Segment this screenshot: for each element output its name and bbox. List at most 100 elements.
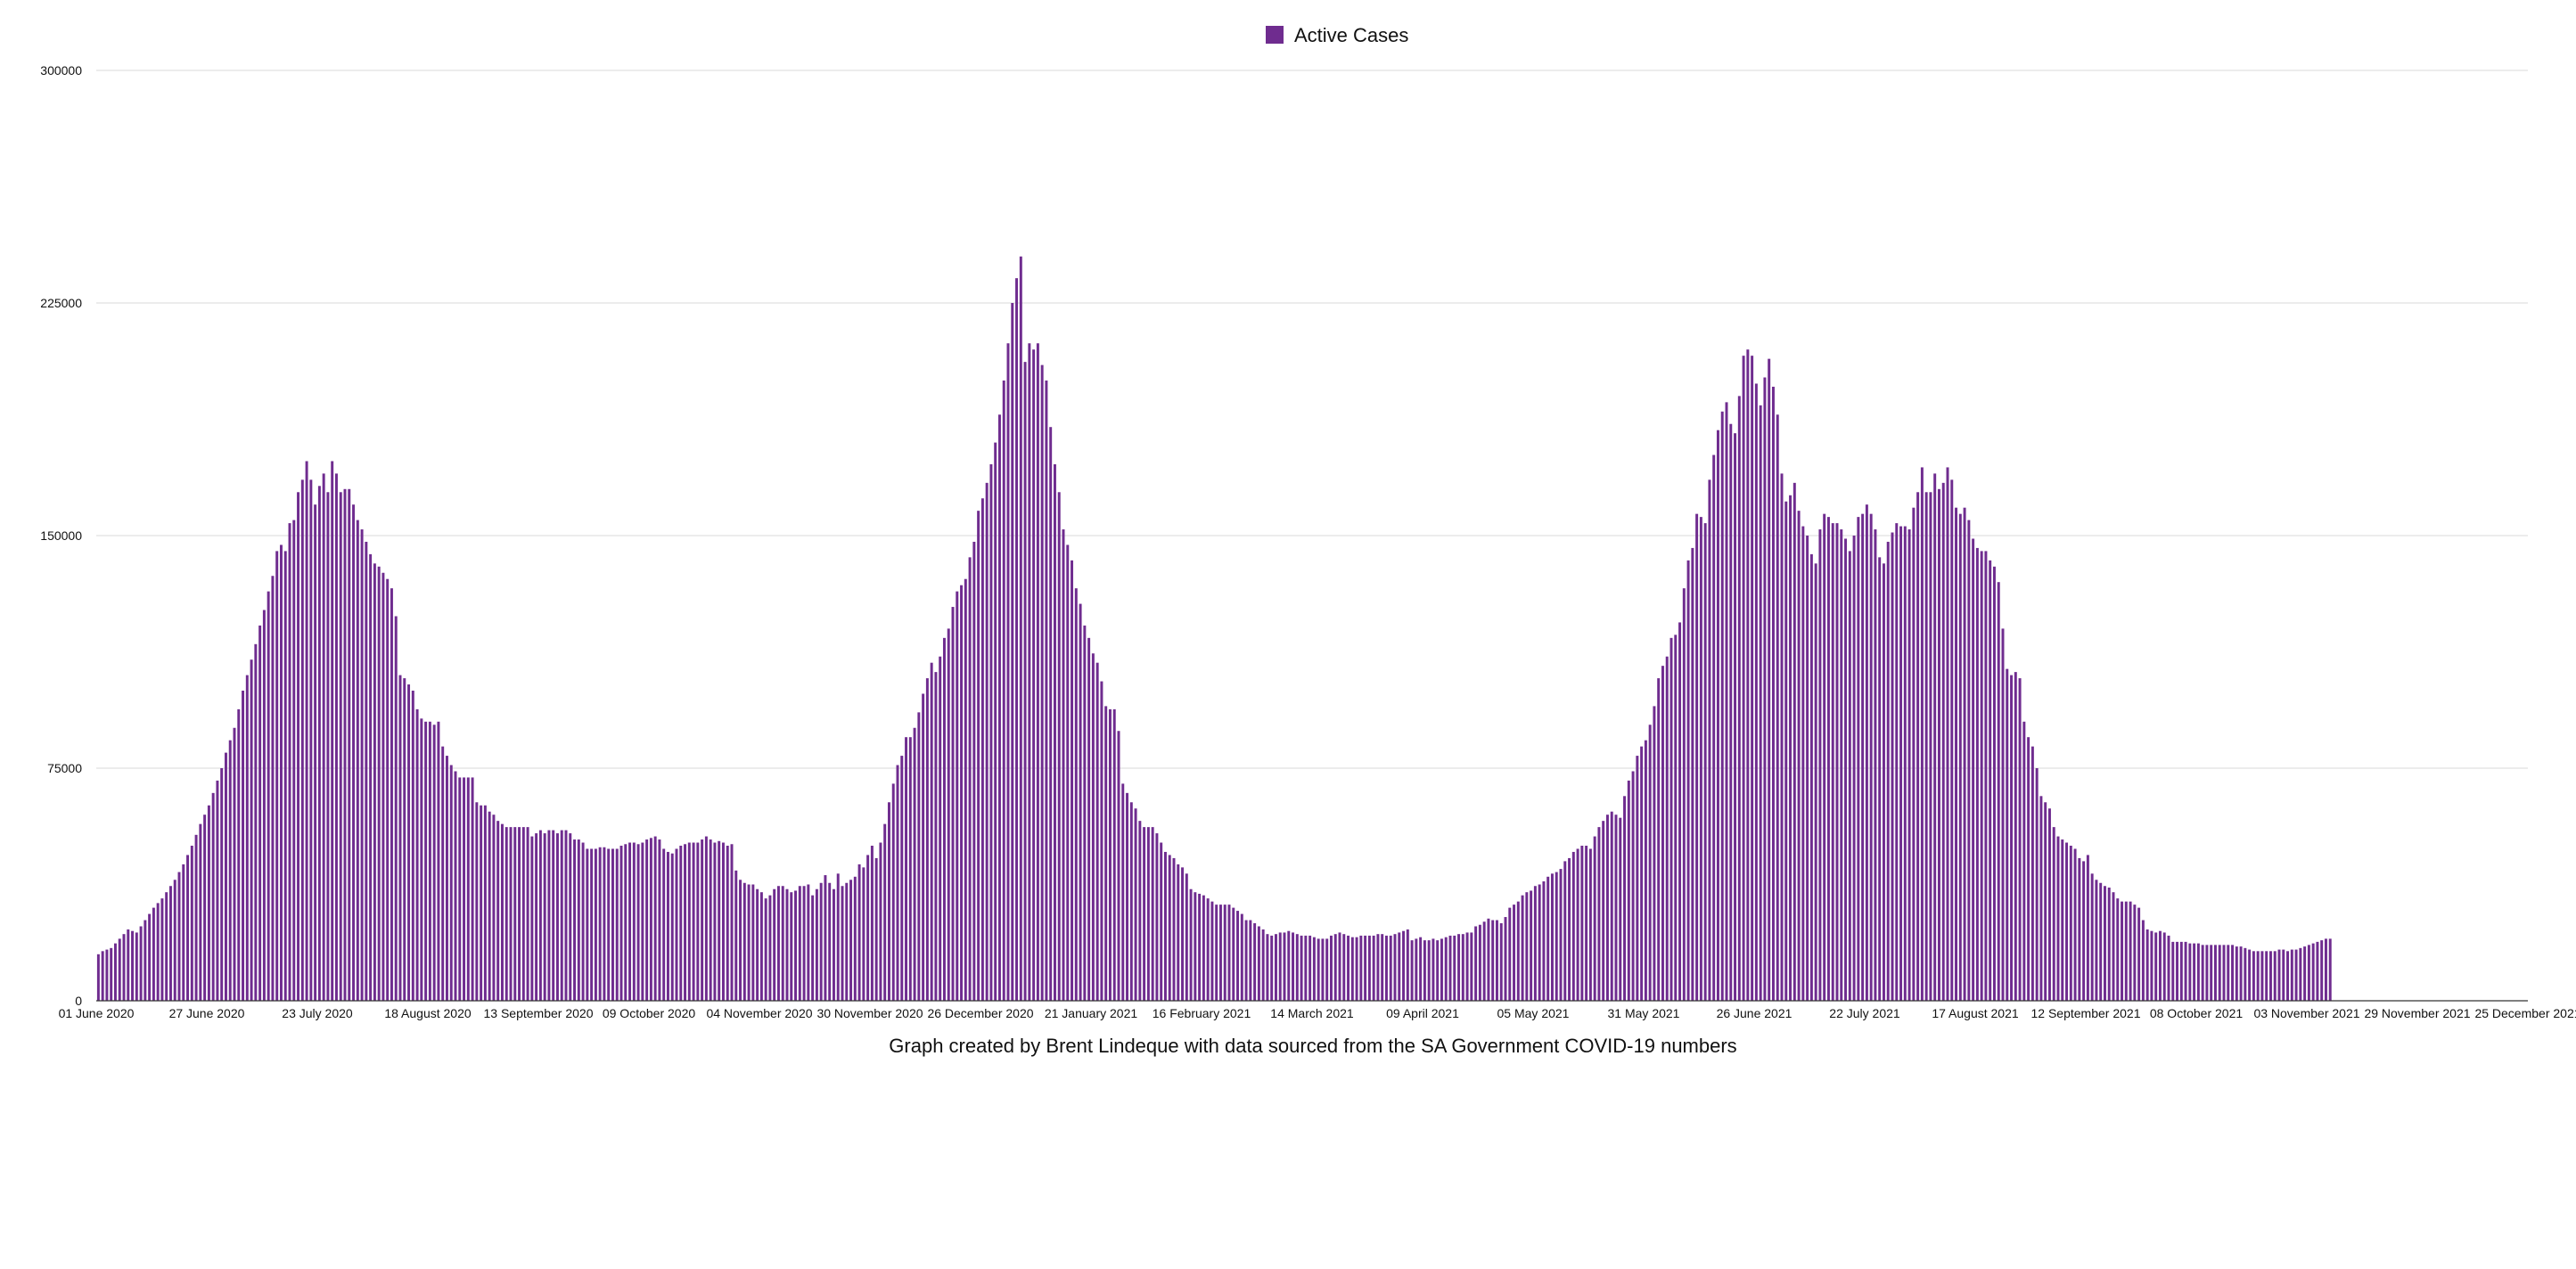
bar bbox=[203, 815, 207, 1001]
bar bbox=[1325, 938, 1329, 1001]
legend-swatch bbox=[1266, 26, 1284, 44]
bar bbox=[365, 541, 368, 1001]
bar bbox=[1686, 560, 1690, 1001]
bar bbox=[1708, 479, 1711, 1001]
bar bbox=[1720, 411, 1724, 1001]
bar bbox=[1725, 402, 1728, 1001]
x-tick-label: 05 May 2021 bbox=[1497, 1006, 1570, 1020]
bar bbox=[619, 846, 623, 1001]
bar bbox=[960, 585, 964, 1001]
bar bbox=[930, 662, 933, 1001]
bar bbox=[509, 827, 513, 1001]
bar bbox=[2268, 951, 2272, 1001]
bar bbox=[152, 907, 155, 1001]
bar bbox=[1066, 544, 1070, 1001]
bar bbox=[1653, 706, 1656, 1001]
bar bbox=[1292, 932, 1295, 1001]
bar bbox=[828, 882, 832, 1001]
bar bbox=[1665, 656, 1669, 1001]
x-tick-label: 23 July 2020 bbox=[282, 1006, 353, 1020]
bar bbox=[300, 479, 304, 1001]
bar bbox=[1287, 930, 1291, 1001]
bar bbox=[1062, 529, 1065, 1001]
bar bbox=[305, 461, 308, 1001]
bar bbox=[250, 659, 253, 1001]
bar bbox=[1516, 901, 1520, 1001]
bar bbox=[1869, 513, 1873, 1001]
bar bbox=[662, 848, 666, 1001]
bar bbox=[1585, 846, 1588, 1001]
bar bbox=[1751, 356, 1754, 1001]
bar bbox=[1406, 929, 1409, 1001]
bar bbox=[538, 830, 542, 1001]
bar bbox=[1513, 905, 1516, 1001]
bar bbox=[849, 880, 853, 1001]
bar bbox=[776, 886, 780, 1001]
bar bbox=[1333, 934, 1337, 1001]
bar bbox=[101, 951, 104, 1001]
bar bbox=[2252, 951, 2255, 1001]
bar bbox=[1563, 861, 1567, 1001]
bar bbox=[1771, 386, 1775, 1002]
bar bbox=[1482, 921, 1486, 1001]
bar bbox=[611, 848, 614, 1001]
bar bbox=[2299, 947, 2302, 1001]
bar bbox=[1980, 551, 1983, 1001]
x-tick-label: 08 October 2021 bbox=[2150, 1006, 2244, 1020]
bar bbox=[118, 938, 121, 1001]
bar bbox=[2150, 930, 2154, 1001]
bar bbox=[603, 847, 606, 1001]
bar bbox=[343, 488, 347, 1001]
bar bbox=[679, 846, 683, 1001]
bar bbox=[127, 929, 130, 1001]
bar bbox=[1605, 815, 1609, 1001]
bar bbox=[2328, 938, 2332, 1001]
x-tick-label: 13 September 2020 bbox=[484, 1006, 594, 1020]
bar bbox=[1975, 547, 1979, 1001]
bar bbox=[1474, 926, 1478, 1001]
bar bbox=[1989, 560, 1992, 1001]
chart-legend[interactable]: Active Cases bbox=[1266, 24, 1408, 46]
bar bbox=[271, 576, 275, 1001]
x-tick-label: 31 May 2021 bbox=[1608, 1006, 1680, 1020]
bar bbox=[942, 637, 946, 1001]
x-tick-label: 14 March 2021 bbox=[1270, 1006, 1354, 1020]
bar bbox=[2095, 880, 2098, 1001]
bar bbox=[1857, 517, 1860, 1001]
bar bbox=[1300, 935, 1303, 1001]
bar bbox=[373, 563, 376, 1001]
bar bbox=[492, 815, 496, 1001]
bar bbox=[1091, 653, 1095, 1001]
bar bbox=[908, 737, 912, 1001]
bar bbox=[2082, 861, 2086, 1001]
bar bbox=[2154, 932, 2158, 1001]
bar bbox=[1448, 935, 1452, 1001]
bar bbox=[283, 551, 287, 1001]
bar bbox=[632, 842, 636, 1001]
bar bbox=[696, 842, 700, 1001]
bar bbox=[1071, 560, 1074, 1001]
bar bbox=[1367, 935, 1371, 1001]
bar bbox=[900, 756, 904, 1001]
bar bbox=[1912, 507, 1916, 1001]
bar bbox=[2086, 855, 2089, 1001]
bar bbox=[1967, 520, 1971, 1001]
bar bbox=[2320, 940, 2324, 1001]
bar bbox=[721, 842, 725, 1001]
bar bbox=[1682, 588, 1686, 1001]
bar bbox=[1661, 666, 1664, 1001]
bar bbox=[879, 842, 882, 1001]
bar bbox=[1699, 517, 1702, 1001]
bar bbox=[1602, 821, 1605, 1001]
bar bbox=[194, 834, 198, 1001]
bar bbox=[1899, 526, 1903, 1001]
bar bbox=[1427, 940, 1431, 1001]
bar bbox=[441, 746, 445, 1001]
bar bbox=[2141, 920, 2145, 1001]
bar bbox=[2044, 802, 2047, 1001]
bar bbox=[742, 882, 746, 1001]
bar bbox=[819, 882, 823, 1001]
bar bbox=[297, 492, 300, 1001]
y-tick-label: 225000 bbox=[40, 296, 82, 310]
bar bbox=[1083, 625, 1087, 1001]
